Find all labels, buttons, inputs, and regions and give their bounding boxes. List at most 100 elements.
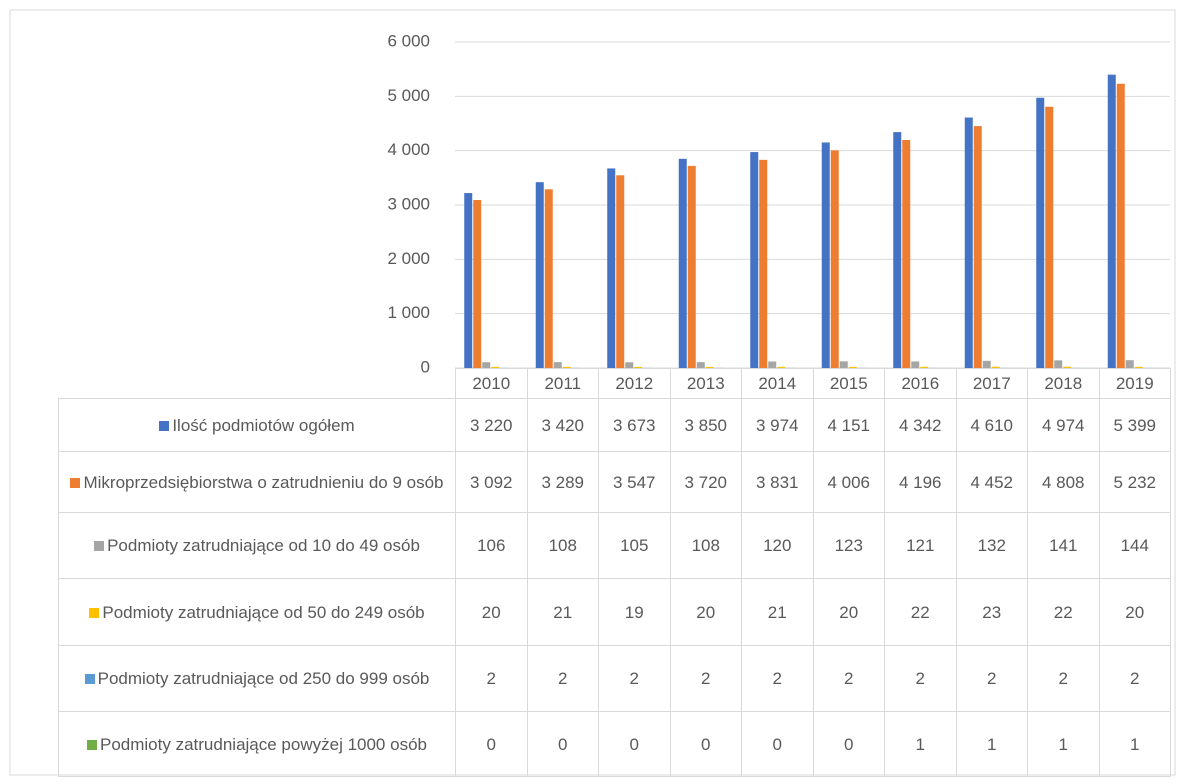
x-tick-label: 2011 [526, 368, 599, 399]
bar [893, 132, 902, 368]
table-value: 2 [669, 645, 742, 712]
table-value: 23 [955, 578, 1028, 646]
corner [58, 368, 456, 399]
table-row: Podmioty zatrudniające od 10 do 49 osób 1… [58, 512, 1171, 579]
y-tick-label: 4 000 [387, 140, 430, 159]
bar [535, 182, 544, 368]
bar [848, 366, 857, 368]
table-value: 4 342 [884, 398, 957, 452]
table-value: 3 673 [598, 398, 671, 452]
legend-cell: Podmioty zatrudniające powyżej 1000 osób [58, 711, 456, 777]
table-value: 3 420 [526, 398, 599, 452]
table-value: 0 [812, 711, 885, 777]
table-value: 2 [526, 645, 599, 712]
bar [1107, 74, 1116, 369]
table-value: 1 [1027, 711, 1100, 777]
table-value: 22 [1027, 578, 1100, 646]
legend-marker [84, 674, 95, 684]
table-value: 4 610 [955, 398, 1028, 452]
table-value: 1 [1098, 711, 1171, 777]
x-tick-label: 2012 [598, 368, 671, 399]
bar [902, 140, 911, 368]
bar [839, 361, 848, 368]
table-value: 22 [884, 578, 957, 646]
bar [562, 366, 571, 368]
table-value: 3 720 [669, 451, 742, 513]
legend-cell: Ilość podmiotów ogółem [58, 398, 456, 452]
bar [696, 362, 705, 368]
bar [1054, 360, 1063, 368]
x-tick-label: 2013 [669, 368, 742, 399]
table-value: 2 [741, 645, 814, 712]
table-value: 20 [669, 578, 742, 646]
bar [1116, 83, 1125, 368]
table-value: 20 [455, 578, 528, 646]
table-value: 5 399 [1098, 398, 1171, 452]
table-value: 105 [598, 512, 671, 579]
table-value: 4 196 [884, 451, 957, 513]
bar [920, 366, 929, 368]
table-value: 132 [955, 512, 1028, 579]
table-value: 3 974 [741, 398, 814, 452]
legend-label: Podmioty zatrudniające powyżej 1000 osób [100, 734, 427, 754]
bar [1045, 106, 1054, 369]
table-value: 0 [598, 711, 671, 777]
y-tick-label: 0 [421, 357, 430, 376]
table-value: 19 [598, 578, 671, 646]
table-value: 0 [669, 711, 742, 777]
table-value: 3 289 [526, 451, 599, 513]
bar [625, 362, 634, 368]
bar [705, 366, 714, 368]
table-row: Mikroprzedsiębiorstwa o zatrudnieniu do … [58, 451, 1171, 513]
table-value: 3 850 [669, 398, 742, 452]
bar [1063, 366, 1072, 368]
legend-marker [94, 541, 105, 551]
table-value: 4 151 [812, 398, 885, 452]
legend-marker [159, 420, 170, 431]
table-value: 2 [598, 645, 671, 712]
table-value: 2 [1027, 645, 1100, 712]
bar [464, 193, 473, 368]
bar [750, 152, 759, 368]
header-row: 2010 2011 2012 2013 2014 2015 2016 2017 2018 2019 [58, 368, 1171, 399]
table-value: 20 [1098, 578, 1171, 646]
bar [1036, 97, 1045, 368]
bar [991, 366, 1000, 368]
table-value: 2 [1098, 645, 1171, 712]
bar [1134, 366, 1143, 368]
y-tick-label: 5 000 [387, 86, 430, 105]
bar [491, 366, 500, 368]
bar [607, 168, 616, 368]
table-value: 4 808 [1027, 451, 1100, 513]
legend-marker [70, 477, 81, 488]
data-table: 2010 2011 2012 2013 2014 2015 2016 2017 2018 2019… [58, 368, 1171, 777]
table-value: 0 [741, 711, 814, 777]
x-tick-label: 2014 [741, 368, 814, 399]
legend-marker [87, 739, 97, 750]
bar [982, 360, 991, 368]
table-value: 1 [884, 711, 957, 777]
table-value: 120 [741, 512, 814, 579]
legend-label: Podmioty zatrudniające od 50 do 249 osób [102, 602, 425, 622]
bar [687, 165, 696, 368]
legend-cell: Podmioty zatrudniające od 250 do 999 osó… [58, 645, 456, 712]
table-value: 20 [812, 578, 885, 646]
table-value: 21 [741, 578, 814, 646]
legend-marker [89, 607, 100, 618]
bar [973, 126, 982, 368]
table-row: Ilość podmiotów ogółem 3 220 3 420 3 673 3 8… [58, 398, 1171, 452]
table-value: 0 [526, 711, 599, 777]
bar [964, 117, 973, 368]
table-value: 141 [1027, 512, 1100, 579]
y-tick-label: 3 000 [387, 194, 430, 213]
y-tick-label: 2 000 [387, 249, 430, 268]
table-value: 4 006 [812, 451, 885, 513]
table-value: 1 [955, 711, 1028, 777]
table-row: Podmioty zatrudniające od 250 do 999 osó… [58, 645, 1171, 712]
table-row: Podmioty zatrudniające powyżej 1000 osób… [58, 711, 1171, 777]
bar [482, 362, 491, 368]
bar [768, 361, 777, 368]
y-tick-label: 6 000 [387, 31, 430, 50]
